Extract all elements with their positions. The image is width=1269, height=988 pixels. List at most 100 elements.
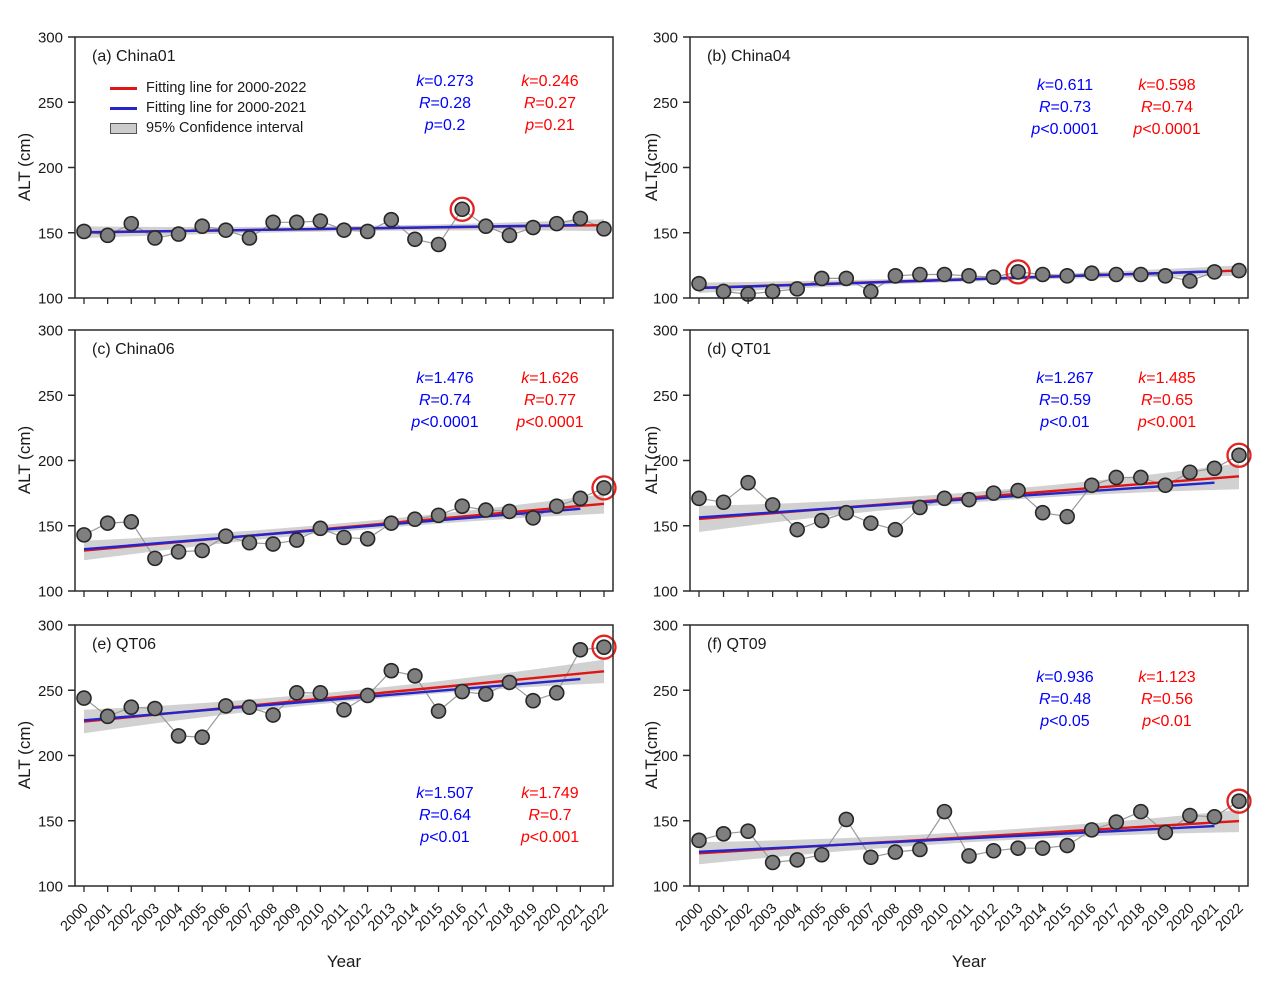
x-tick-label-2022: 2022: [1213, 901, 1247, 935]
x-axis-ticks: 2000200120022003200420052006200720082009…: [58, 886, 612, 935]
data-point-2019: [525, 219, 541, 236]
fit-line-2000-2021: [83, 677, 581, 722]
x-tick-label-2006: 2006: [820, 901, 854, 935]
y-tick-label: 200: [38, 748, 63, 765]
x-tick-label-2011: 2011: [318, 901, 351, 934]
x-tick-label-2003: 2003: [129, 901, 163, 935]
stat-R-blue: R=0.73: [1038, 99, 1092, 116]
x-tick-label-2012: 2012: [967, 901, 1001, 935]
data-point-2005: [813, 512, 830, 529]
stat-p-red: p<0.01: [1142, 713, 1192, 730]
data-point-2010: [936, 490, 953, 507]
data-point-2009: [912, 266, 928, 283]
data-point-2020: [548, 685, 565, 701]
x-tick-label-2001: 2001: [697, 901, 731, 935]
data-point-2017: [478, 686, 494, 702]
fit-line-2000-2022: [83, 223, 605, 234]
x-tick-label-2020: 2020: [530, 901, 564, 935]
data-point-2012: [359, 223, 376, 240]
data-point-2021: [572, 490, 589, 507]
data-point-2001: [715, 283, 732, 300]
data-points: [691, 262, 1247, 302]
data-point-2011: [961, 268, 977, 284]
data-point-2015: [430, 236, 447, 253]
data-point-2005: [813, 270, 830, 287]
stat-R-red: R=0.7: [528, 807, 572, 824]
data-point-2022: [1231, 447, 1247, 464]
x-tick-label-2019: 2019: [507, 901, 541, 935]
stat-k-red: k=1.626: [521, 370, 579, 387]
x-tick-label-2002: 2002: [722, 901, 756, 935]
data-point-2019: [525, 510, 541, 526]
y-axis-title-f: ALT (cm): [642, 720, 661, 790]
x-axis-ticks: [83, 591, 605, 597]
data-point-2018: [1133, 266, 1149, 283]
x-tick-label-2010: 2010: [918, 901, 952, 935]
data-point-2014: [1034, 266, 1051, 283]
y-axis-ticks: 100 150 200 250 300: [38, 618, 75, 896]
data-point-2000: [76, 223, 92, 240]
y-tick-label: 300: [653, 618, 678, 635]
y-tick-label: 250: [38, 388, 63, 405]
data-point-2009: [288, 214, 305, 231]
stat-k-red: k=1.123: [1138, 669, 1196, 686]
x-tick-label-2004: 2004: [152, 901, 186, 935]
data-point-2011: [961, 848, 977, 864]
stat-p-red: p=0.21: [525, 117, 575, 134]
data-point-2010: [312, 213, 329, 229]
data-point-2015: [1059, 837, 1075, 854]
data-point-2016: [1083, 477, 1100, 494]
data-point-2019: [1157, 477, 1174, 494]
data-point-2017: [1108, 814, 1125, 830]
stat-k-blue: k=0.273: [416, 73, 474, 90]
data-point-2001: [99, 515, 116, 531]
data-point-2003: [764, 497, 781, 513]
x-tick-label-2005: 2005: [176, 901, 210, 935]
blue-line-swatch: [110, 106, 137, 110]
legend: Fitting line for 2000-2022 Fitting line …: [110, 78, 306, 138]
data-series-line: [83, 208, 605, 246]
stats-2000-2022-e: k=1.749 R=0.7 p<0.001: [475, 783, 625, 849]
x-tick-label-2018: 2018: [483, 901, 517, 935]
data-point-2004: [789, 521, 805, 538]
y-tick-label: 300: [38, 323, 63, 340]
data-point-2022: [1231, 793, 1247, 809]
data-point-2008: [265, 214, 281, 231]
x-tick-label-2021: 2021: [554, 901, 588, 935]
highlight-ring-2016: [449, 196, 475, 222]
data-point-2011: [961, 491, 977, 508]
confidence-band: [84, 494, 604, 561]
data-point-2000: [76, 527, 92, 543]
stats-2000-2021-c: k=1.476 R=0.74 p<0.0001: [370, 368, 520, 434]
x-axis-ticks: 2000200120022003200420052006200720082009…: [673, 886, 1247, 935]
stats-2000-2021-e: k=1.507 R=0.64 p<0.01: [370, 783, 520, 849]
data-point-2006: [838, 504, 855, 521]
data-point-2022: [1231, 262, 1247, 279]
panel-qt09: 100 150 200 250 300 2000 2001 2002 2003 2004 2005 2…: [653, 618, 1252, 935]
data-point-2003: [764, 283, 781, 300]
y-tick-label: 100: [653, 291, 678, 308]
data-point-2012: [985, 842, 1002, 859]
data-point-2021: [1206, 264, 1223, 280]
fit-line-2000-2022: [83, 502, 605, 552]
y-tick-label: 100: [38, 879, 63, 896]
data-point-2012: [359, 687, 376, 704]
legend-item-blue-fit: Fitting line for 2000-2021: [110, 98, 306, 118]
x-tick-label-2015: 2015: [1041, 901, 1075, 935]
stat-p-red: p<0.0001: [516, 414, 584, 431]
panel-qt06: 100 150 200 250 300 2000 2001 2002 2003 2004 2005 2…: [38, 618, 617, 935]
fit-line-2000-2021: [698, 481, 1215, 519]
data-point-2003: [147, 700, 163, 717]
stat-p-blue: p<0.0001: [1031, 121, 1099, 138]
data-point-2003: [147, 230, 163, 246]
x-tick-label-2017: 2017: [460, 901, 494, 935]
panel-qt01: 100 150 200 250 300 (d) QT01 k=1.267 R=0.59 p<…: [653, 323, 1252, 601]
stats-2000-2022-d: k=1.485 R=0.65 p<0.001: [1092, 368, 1242, 434]
data-point-2000: [691, 275, 707, 292]
data-point-2004: [789, 281, 805, 297]
stat-k-red: k=1.485: [1138, 370, 1196, 387]
stat-R-red: R=0.77: [523, 392, 577, 409]
y-tick-label: 150: [38, 813, 63, 830]
data-point-2002: [740, 286, 756, 302]
y-tick-label: 200: [38, 453, 63, 470]
